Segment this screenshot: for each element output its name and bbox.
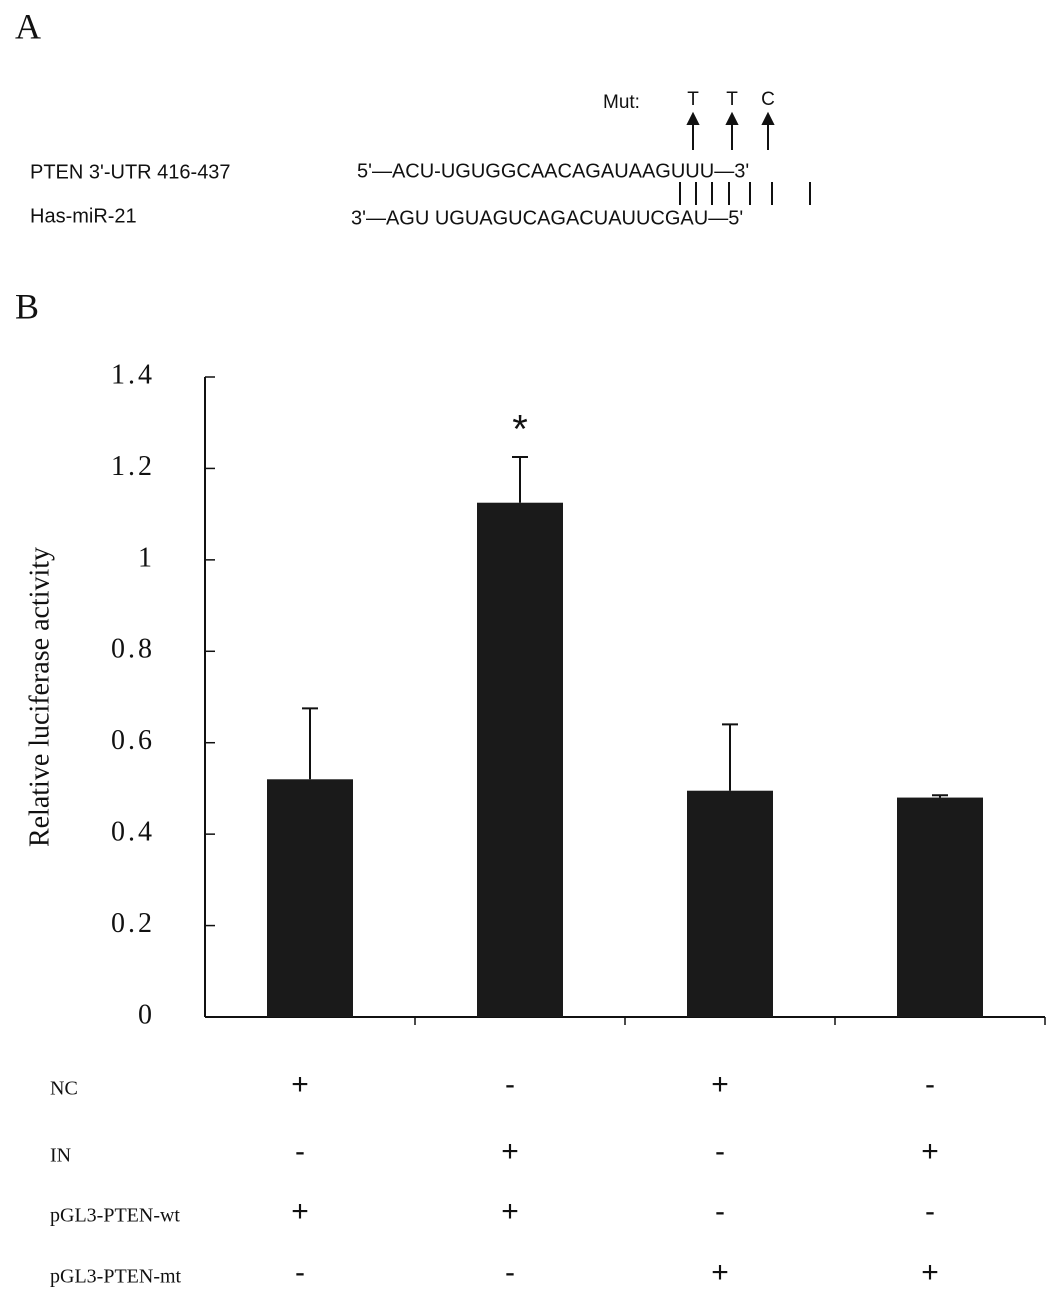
condition-sign: - <box>505 1068 515 1101</box>
mutation: C <box>761 89 775 110</box>
condition-sign: - <box>295 1135 305 1168</box>
condition-sign: - <box>505 1256 515 1289</box>
condition-sign: - <box>925 1195 935 1228</box>
y-tick-label: 0.8 <box>111 634 155 665</box>
pairing-lines <box>679 182 811 205</box>
sequence: 3'—AGU UGUAGUCAGACUAUUCGAU—5' <box>351 207 743 229</box>
condition-sign: + <box>921 1256 939 1289</box>
mutation: T <box>687 89 699 110</box>
error-bar <box>512 456 528 503</box>
sequence-name: Has-miR-21 <box>30 205 137 227</box>
y-tick-label: 1 <box>138 542 155 573</box>
sequence: 5'—ACU-UGUGGCAACAGAUAAGUUU—3' <box>357 160 749 182</box>
y-tick-label: 0.4 <box>111 817 155 848</box>
mutation-arrows <box>686 111 775 150</box>
condition-sign: + <box>711 1256 729 1289</box>
condition-sign: + <box>291 1195 309 1228</box>
condition-sign: + <box>501 1195 519 1228</box>
condition-name: pGL3-PTEN-mt <box>50 1266 182 1288</box>
condition-sign: + <box>291 1068 309 1101</box>
error-bar <box>302 707 318 780</box>
panel-b-label: B <box>15 286 39 326</box>
condition-sign: - <box>715 1195 725 1228</box>
condition-sign: + <box>501 1135 519 1168</box>
condition-name: pGL3-PTEN-wt <box>50 1205 180 1227</box>
y-tick-label: 0.6 <box>111 725 155 756</box>
bar <box>477 502 563 1017</box>
condition-sign: + <box>921 1135 939 1168</box>
bar <box>897 797 983 1017</box>
error-bar <box>722 723 738 791</box>
mutation: T <box>726 89 738 110</box>
bar <box>687 790 773 1017</box>
condition-sign: - <box>295 1256 305 1289</box>
y-tick-label: 1.2 <box>111 451 155 482</box>
panel-a-label: A <box>15 6 41 46</box>
condition-name: IN <box>50 1145 71 1167</box>
condition-name: NC <box>50 1078 78 1100</box>
condition-sign: - <box>925 1068 935 1101</box>
mut-label: Mut: <box>603 92 640 113</box>
y-tick-label: 0.2 <box>111 908 155 939</box>
error-bar <box>932 794 948 798</box>
y-axis-label: Relative luciferase activity <box>24 547 55 847</box>
bar <box>267 779 353 1017</box>
y-tick-label: 1.4 <box>111 359 155 390</box>
significance: * <box>512 408 528 452</box>
sequence-name: PTEN 3'-UTR 416-437 <box>30 161 231 183</box>
condition-sign: - <box>715 1135 725 1168</box>
condition-sign: + <box>711 1068 729 1101</box>
y-tick-label: 0 <box>138 999 155 1030</box>
